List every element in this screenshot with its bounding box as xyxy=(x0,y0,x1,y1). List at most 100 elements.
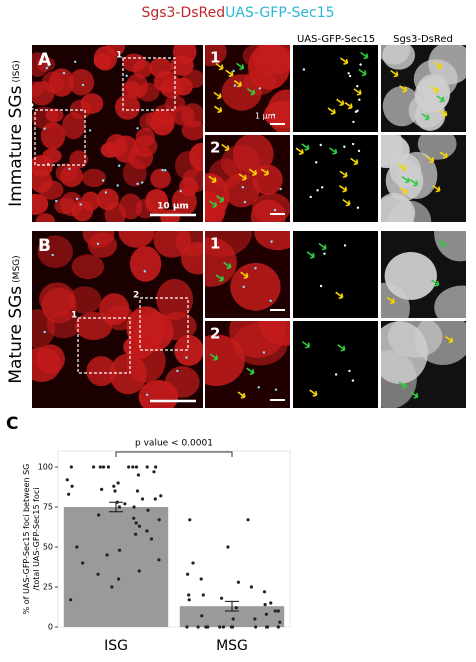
micrograph xyxy=(381,135,466,222)
data-point xyxy=(185,625,189,629)
nucleus xyxy=(156,278,194,320)
arrow xyxy=(360,51,369,60)
arrow xyxy=(247,88,256,96)
nucleus xyxy=(180,241,203,275)
data-point xyxy=(123,502,127,506)
arrow xyxy=(301,143,310,151)
data-point xyxy=(145,529,149,533)
scale-bar-label: 10 µm xyxy=(157,202,189,212)
data-point xyxy=(186,572,190,576)
nucleus xyxy=(69,150,88,169)
gfp-focus xyxy=(343,145,346,148)
image-content xyxy=(381,231,466,318)
data-point xyxy=(264,612,268,616)
gfp-focus xyxy=(45,66,49,70)
gfp-focus xyxy=(309,195,312,199)
y-tick-label: 75 xyxy=(43,503,53,512)
scale-bar-label: 1 µm xyxy=(255,112,276,121)
nucleus xyxy=(68,69,95,96)
data-point xyxy=(81,561,85,565)
gfp-focus xyxy=(141,181,144,184)
data-point xyxy=(101,465,106,469)
nucleus xyxy=(384,252,437,300)
nucleus xyxy=(81,191,100,211)
nucleus xyxy=(170,55,194,76)
gfp-focus xyxy=(352,120,355,124)
data-point xyxy=(249,585,254,589)
nucleus xyxy=(232,322,288,366)
data-point xyxy=(236,580,241,584)
annotation: p value < 0.0001 xyxy=(135,439,213,449)
gfp-focus xyxy=(270,240,273,243)
gfp-focus xyxy=(51,253,54,257)
arrow xyxy=(240,271,249,279)
nucleus xyxy=(158,311,197,341)
arrow xyxy=(340,57,349,65)
data-point xyxy=(200,614,204,618)
nucleus xyxy=(150,168,171,189)
data-point xyxy=(117,505,122,509)
micrograph xyxy=(381,45,466,132)
data-point xyxy=(140,497,145,501)
nucleus xyxy=(39,282,76,317)
nucleus xyxy=(96,188,119,211)
data-point xyxy=(276,625,280,629)
data-point xyxy=(96,572,100,576)
arrow xyxy=(399,187,408,195)
gfp-focus xyxy=(136,182,139,186)
data-point xyxy=(187,598,191,602)
gfp-focus xyxy=(319,284,323,288)
arrow xyxy=(426,155,435,164)
data-point xyxy=(110,585,114,589)
data-point xyxy=(134,465,139,469)
nucleus xyxy=(181,120,203,141)
inset-label: 1 xyxy=(210,49,220,67)
micrograph xyxy=(293,135,378,222)
nucleus xyxy=(81,168,107,188)
gfp-focus xyxy=(241,186,245,189)
nucleus xyxy=(396,151,438,199)
data-point xyxy=(149,537,154,541)
arrow xyxy=(215,62,224,71)
gfp-focus xyxy=(343,244,347,247)
y-axis-label: % of UAS-GFP-Sec15 foci between SG/total… xyxy=(22,464,41,615)
nucleus xyxy=(68,286,102,314)
gfp-focus xyxy=(75,197,79,200)
gfp-focus xyxy=(315,161,318,164)
arrow xyxy=(215,195,225,203)
micrograph xyxy=(293,45,378,132)
nucleus xyxy=(387,321,443,358)
nucleus xyxy=(93,53,112,69)
arrow xyxy=(335,291,344,300)
data-point xyxy=(117,548,122,552)
data-point xyxy=(204,625,208,629)
data-point xyxy=(157,558,161,562)
panel-label: B xyxy=(38,236,51,256)
arrow xyxy=(246,367,255,375)
gfp-focus xyxy=(117,164,121,167)
data-point xyxy=(91,465,96,469)
data-point xyxy=(105,553,109,557)
data-point xyxy=(201,593,205,597)
nucleus xyxy=(205,231,253,257)
arrow xyxy=(301,341,311,349)
figure-title: Sgs3-DsRedUAS-GFP-Sec15 xyxy=(141,5,334,21)
gfp-focus xyxy=(96,242,100,245)
arrow xyxy=(399,85,408,93)
gfp-focus xyxy=(272,113,276,116)
box-label: 2 xyxy=(28,103,34,113)
data-point xyxy=(127,465,131,469)
image-content xyxy=(293,45,378,132)
nucleus xyxy=(223,173,260,208)
nucleus xyxy=(112,135,139,163)
gfp-focus xyxy=(104,191,108,194)
image-bg xyxy=(293,231,378,318)
arrow xyxy=(397,163,407,171)
arrow xyxy=(327,107,336,115)
data-point xyxy=(188,518,192,522)
image-bg xyxy=(293,135,378,222)
nucleus xyxy=(32,81,44,97)
gfp-focus xyxy=(319,143,322,147)
data-point xyxy=(134,521,138,525)
nucleus xyxy=(71,254,105,280)
